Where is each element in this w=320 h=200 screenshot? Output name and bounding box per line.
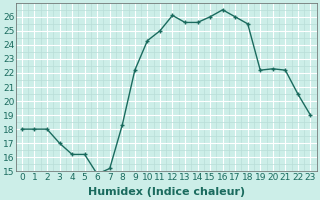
X-axis label: Humidex (Indice chaleur): Humidex (Indice chaleur) (88, 187, 245, 197)
